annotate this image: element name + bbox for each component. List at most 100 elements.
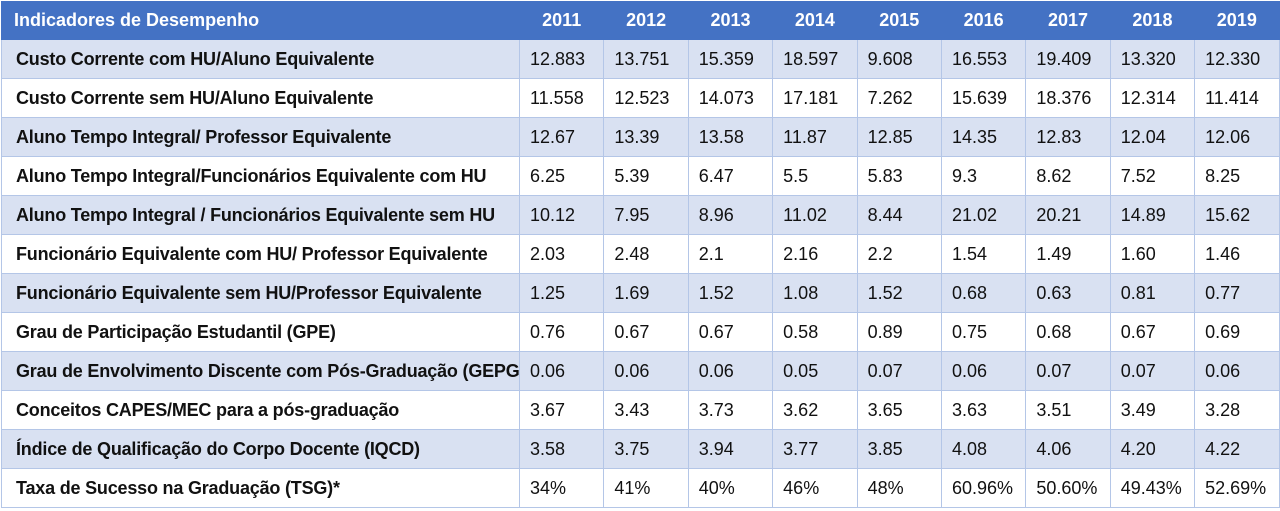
value-cell: 18.597 — [772, 39, 858, 79]
value-cell: 1.08 — [772, 273, 858, 313]
value-cell: 0.68 — [1025, 312, 1111, 352]
value-cell: 3.43 — [603, 390, 689, 430]
value-cell: 2.03 — [518, 234, 605, 274]
value-cell: 13.751 — [603, 39, 689, 79]
value-cell: 0.76 — [518, 312, 605, 352]
value-cell: 3.63 — [940, 390, 1027, 430]
value-cell: 9.3 — [940, 156, 1027, 196]
value-cell: 2.16 — [772, 234, 858, 274]
value-cell: 6.47 — [687, 156, 774, 196]
value-cell: 4.08 — [940, 429, 1027, 469]
value-cell: 7.95 — [603, 195, 689, 235]
value-cell: 4.06 — [1025, 429, 1111, 469]
value-cell: 3.94 — [687, 429, 774, 469]
value-cell: 0.07 — [856, 351, 942, 391]
value-cell: 0.06 — [603, 351, 689, 391]
value-cell: 8.25 — [1194, 156, 1280, 196]
table-row: Funcionário Equivalente com HU/ Professo… — [1, 234, 1280, 274]
value-cell: 49.43% — [1109, 468, 1196, 508]
table-row: Grau de Envolvimento Discente com Pós-Gr… — [1, 351, 1280, 391]
value-cell: 48% — [856, 468, 942, 508]
column-header-year: 2014 — [772, 1, 858, 40]
table-row: Custo Corrente sem HU/Aluno Equivalente 1… — [1, 78, 1280, 118]
value-cell: 0.81 — [1109, 273, 1196, 313]
column-header-year: 2015 — [856, 1, 942, 40]
value-cell: 5.83 — [856, 156, 942, 196]
table-header: Indicadores de Desempenho 2011 2012 2013… — [1, 1, 1280, 40]
value-cell: 0.77 — [1194, 273, 1280, 313]
indicator-name-cell: Custo Corrente sem HU/Aluno Equivalente — [1, 78, 520, 118]
value-cell: 21.02 — [940, 195, 1027, 235]
value-cell: 1.60 — [1109, 234, 1196, 274]
column-header-year: 2016 — [940, 1, 1027, 40]
value-cell: 0.69 — [1194, 312, 1280, 352]
indicator-name-cell: Funcionário Equivalente sem HU/Professor… — [1, 273, 520, 313]
value-cell: 0.89 — [856, 312, 942, 352]
column-header-year: 2013 — [687, 1, 774, 40]
indicator-name-cell: Conceitos CAPES/MEC para a pós-graduação — [1, 390, 520, 430]
value-cell: 46% — [772, 468, 858, 508]
value-cell: 0.75 — [940, 312, 1027, 352]
value-cell: 1.54 — [940, 234, 1027, 274]
value-cell: 13.320 — [1109, 39, 1196, 79]
value-cell: 40% — [687, 468, 774, 508]
value-cell: 13.58 — [687, 117, 774, 157]
indicator-name-cell: Grau de Participação Estudantil (GPE) — [1, 312, 520, 352]
value-cell: 0.58 — [772, 312, 858, 352]
indicator-name-cell: Aluno Tempo Integral/Funcionários Equiva… — [1, 156, 520, 196]
table-body: Custo Corrente com HU/Aluno Equivalente 1… — [1, 39, 1280, 508]
table-row: Conceitos CAPES/MEC para a pós-graduação… — [1, 390, 1280, 430]
value-cell: 11.414 — [1194, 78, 1280, 118]
indicator-name-cell: Grau de Envolvimento Discente com Pós-Gr… — [1, 351, 520, 391]
value-cell: 0.68 — [940, 273, 1027, 313]
value-cell: 34% — [518, 468, 605, 508]
value-cell: 14.35 — [940, 117, 1027, 157]
value-cell: 0.07 — [1025, 351, 1111, 391]
value-cell: 7.52 — [1109, 156, 1196, 196]
column-header-year: 2018 — [1109, 1, 1196, 40]
value-cell: 12.83 — [1025, 117, 1111, 157]
value-cell: 1.46 — [1194, 234, 1280, 274]
value-cell: 3.28 — [1194, 390, 1280, 430]
column-header-year: 2017 — [1025, 1, 1111, 40]
value-cell: 2.1 — [687, 234, 774, 274]
value-cell: 12.85 — [856, 117, 942, 157]
table-row: Funcionário Equivalente sem HU/Professor… — [1, 273, 1280, 313]
value-cell: 9.608 — [856, 39, 942, 79]
value-cell: 8.96 — [687, 195, 774, 235]
value-cell: 0.07 — [1109, 351, 1196, 391]
value-cell: 15.639 — [940, 78, 1027, 118]
value-cell: 12.330 — [1194, 39, 1280, 79]
value-cell: 1.52 — [856, 273, 942, 313]
value-cell: 5.5 — [772, 156, 858, 196]
value-cell: 4.22 — [1194, 429, 1280, 469]
column-header-year: 2011 — [518, 1, 605, 40]
value-cell: 3.75 — [603, 429, 689, 469]
table-row: Taxa de Sucesso na Graduação (TSG)* 34% 41… — [1, 468, 1280, 508]
value-cell: 3.73 — [687, 390, 774, 430]
indicator-name-cell: Taxa de Sucesso na Graduação (TSG)* — [1, 468, 520, 508]
value-cell: 8.62 — [1025, 156, 1111, 196]
value-cell: 2.48 — [603, 234, 689, 274]
value-cell: 14.073 — [687, 78, 774, 118]
indicator-name-cell: Aluno Tempo Integral / Funcionários Equi… — [1, 195, 520, 235]
value-cell: 0.67 — [1109, 312, 1196, 352]
value-cell: 0.06 — [687, 351, 774, 391]
table-row: Aluno Tempo Integral/Funcionários Equiva… — [1, 156, 1280, 196]
indicator-name-cell: Aluno Tempo Integral/ Professor Equivale… — [1, 117, 520, 157]
value-cell: 3.51 — [1025, 390, 1111, 430]
value-cell: 3.65 — [856, 390, 942, 430]
value-cell: 13.39 — [603, 117, 689, 157]
table-row: Custo Corrente com HU/Aluno Equivalente 1… — [1, 39, 1280, 79]
value-cell: 52.69% — [1194, 468, 1280, 508]
value-cell: 41% — [603, 468, 689, 508]
value-cell: 16.553 — [940, 39, 1027, 79]
value-cell: 5.39 — [603, 156, 689, 196]
column-header-year: 2012 — [603, 1, 689, 40]
value-cell: 2.2 — [856, 234, 942, 274]
value-cell: 19.409 — [1025, 39, 1111, 79]
value-cell: 0.67 — [687, 312, 774, 352]
value-cell: 3.77 — [772, 429, 858, 469]
value-cell: 15.62 — [1194, 195, 1280, 235]
